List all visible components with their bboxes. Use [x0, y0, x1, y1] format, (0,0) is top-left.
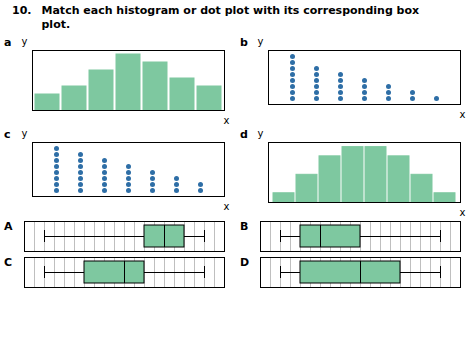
svg-text:y: y — [22, 35, 28, 46]
svg-text:y: y — [22, 127, 28, 138]
svg-text:x: x — [460, 206, 466, 217]
html-text:B: B — [240, 219, 249, 233]
html-text:10.: 10. — [12, 4, 32, 17]
html-text:b: b — [240, 35, 248, 49]
svg-text:y: y — [258, 35, 264, 46]
html-text:a: a — [4, 35, 12, 49]
html-text:c: c — [4, 127, 11, 141]
svg-text:x: x — [460, 108, 466, 119]
html-text:D: D — [240, 255, 250, 269]
svg-text:x: x — [224, 114, 230, 125]
html-text:d: d — [240, 127, 248, 141]
html-text:Match each histogram or dot pl: Match each histogram or dot plot with it… — [41, 4, 420, 31]
html-text:C: C — [4, 255, 13, 269]
svg-text:y: y — [258, 127, 264, 138]
svg-text:x: x — [224, 200, 230, 211]
html-text:A: A — [4, 219, 13, 233]
